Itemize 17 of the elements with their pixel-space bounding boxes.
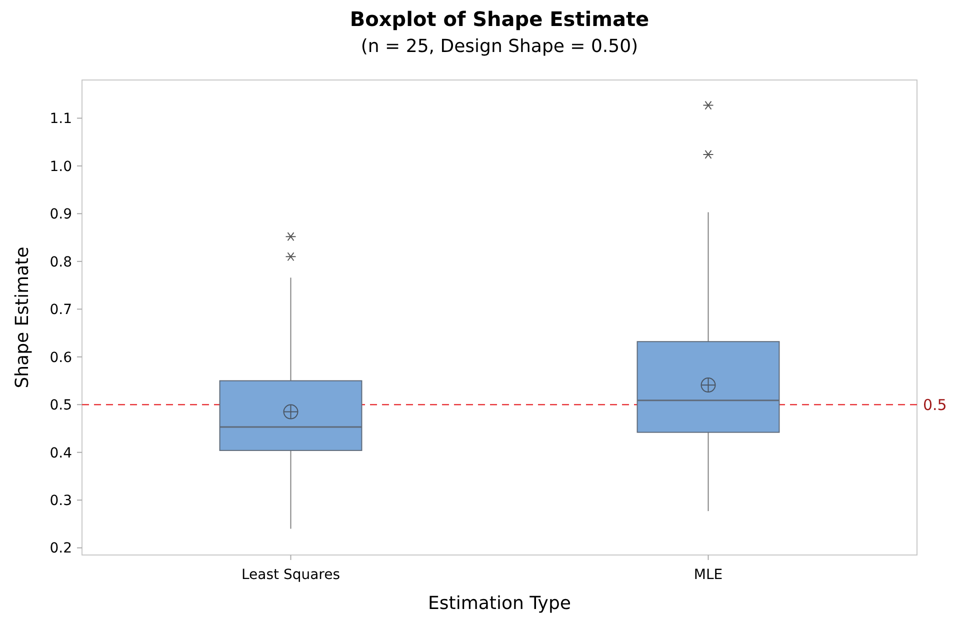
y-tick-label: 0.9 — [50, 206, 72, 223]
y-tick-label: 1.0 — [50, 158, 72, 175]
chart-title: Boxplot of Shape Estimate — [350, 7, 650, 31]
y-tick-label: 0.5 — [50, 398, 72, 414]
y-tick-label: 0.3 — [50, 493, 72, 509]
y-tick-label: 0.7 — [50, 302, 72, 318]
y-tick-label: 0.6 — [50, 350, 72, 366]
x-tick-label: Least Squares — [241, 567, 340, 583]
y-axis-title: Shape Estimate — [12, 246, 33, 388]
y-tick-label: 0.2 — [50, 540, 72, 557]
y-tick-label: 0.8 — [50, 254, 72, 270]
y-tick-label: 0.4 — [50, 445, 72, 462]
chart-subtitle: (n = 25, Design Shape = 0.50) — [360, 36, 638, 57]
y-tick-label: 1.1 — [50, 111, 72, 128]
x-tick-label: MLE — [694, 567, 723, 583]
ref-line-label: 0.5 — [923, 396, 947, 414]
x-axis-title: Estimation Type — [428, 593, 571, 614]
